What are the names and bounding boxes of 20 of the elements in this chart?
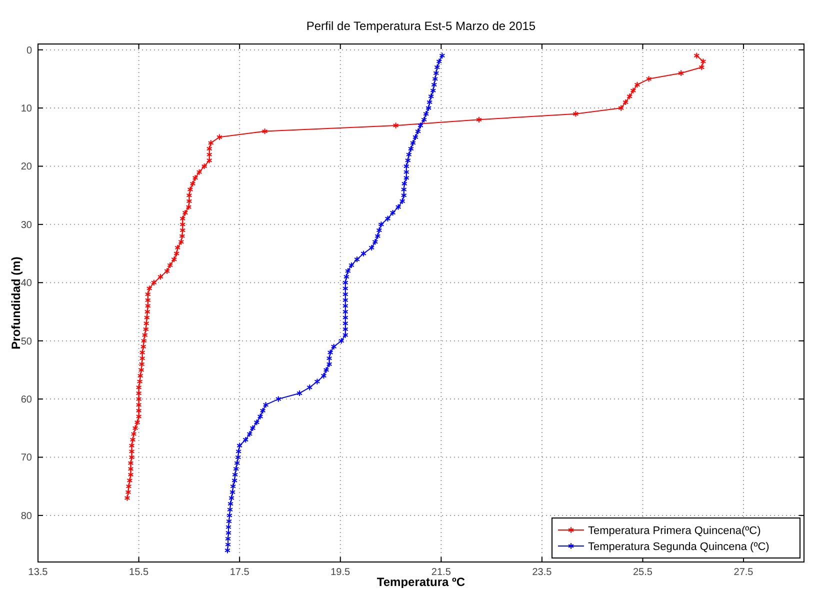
x-tick-label: 21.5 [431,567,452,578]
x-tick-label: 15.5 [129,567,149,578]
x-tick-label: 25.5 [633,567,653,578]
y-tick-label: 10 [20,104,32,115]
y-tick-label: 80 [20,510,32,522]
y-tick-label: 20 [20,162,32,173]
y-tick-label: 0 [26,45,32,56]
y-tick-label: 40 [20,278,32,290]
y-tick-label: 60 [20,394,32,406]
x-tick-label: 23.5 [532,567,552,578]
legend-label: Temperatura Primera Quincena(ºC) [588,525,761,537]
y-tick-label: 30 [20,220,32,231]
x-tick-label: 27.5 [734,567,754,578]
y-tick-label: 70 [20,452,32,464]
y-tick-label: 50 [20,336,32,348]
chart-title: Perfil de Temperatura Est-5 Marzo de 2015 [306,19,536,33]
x-tick-label: 19.5 [330,567,351,578]
x-tick-label: 17.5 [230,567,250,578]
legend-label: Temperatura Segunda Quincena (ºC) [588,541,770,553]
x-tick-label: 13.5 [28,567,48,578]
